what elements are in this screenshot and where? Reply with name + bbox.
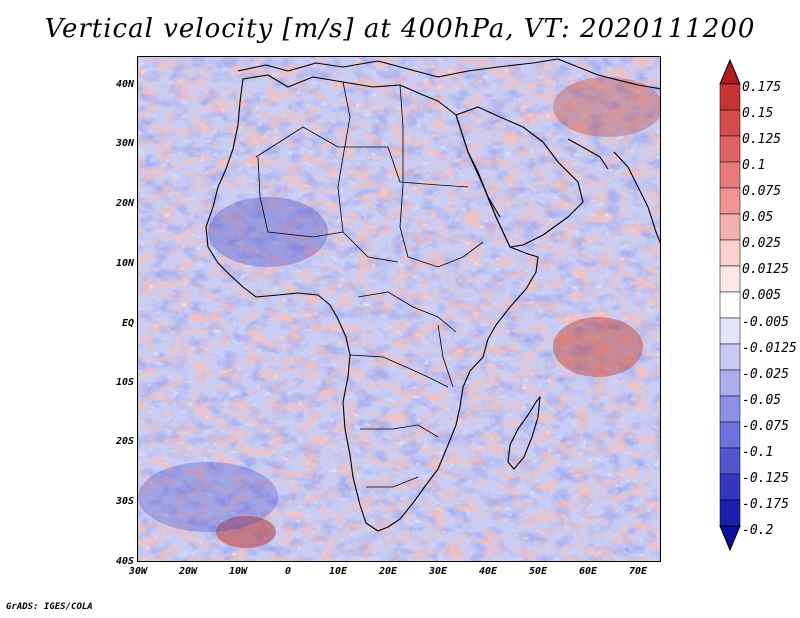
footer-credit: GrADS: IGES/COLA bbox=[6, 602, 93, 612]
strong-descent-south-atlantic bbox=[138, 462, 278, 532]
colorbar-segment bbox=[719, 135, 741, 163]
colorbar-label: 0.125 bbox=[742, 132, 782, 147]
strong-ascent-south-atlantic bbox=[216, 516, 276, 548]
border-line bbox=[437, 324, 454, 388]
colorbar-segment bbox=[719, 499, 741, 527]
colorbar-segment bbox=[719, 343, 741, 371]
colorbar-label: -0.2 bbox=[742, 523, 774, 538]
colorbar-label: -0.05 bbox=[742, 393, 782, 408]
plot-title: Vertical velocity [m/s] at 400hPa, VT: 2… bbox=[44, 14, 756, 44]
coastlines bbox=[205, 58, 660, 532]
lat-label: 40S bbox=[115, 556, 134, 567]
colorbar-segment bbox=[719, 239, 741, 267]
lat-label: 30S bbox=[115, 496, 134, 507]
colorbar-min-arrow bbox=[719, 525, 741, 552]
border-line bbox=[255, 126, 469, 188]
colorbar bbox=[719, 58, 741, 552]
lat-label: 10N bbox=[115, 258, 134, 269]
lat-label: 30N bbox=[115, 138, 134, 149]
map-plot bbox=[138, 57, 660, 561]
colorbar-segment bbox=[719, 395, 741, 423]
colorbar-segment bbox=[719, 369, 741, 397]
lon-label: 10E bbox=[328, 566, 348, 577]
madagascar-coastline bbox=[507, 396, 541, 470]
colorbar-label: 0.15 bbox=[742, 106, 774, 121]
border-line bbox=[257, 156, 399, 263]
colorbar-label: -0.175 bbox=[742, 497, 789, 512]
red-sea bbox=[467, 151, 501, 218]
colorbar-segment bbox=[719, 421, 741, 449]
border-line bbox=[349, 354, 449, 388]
colorbar-label: -0.075 bbox=[742, 419, 789, 434]
colorbar-label: 0.075 bbox=[742, 184, 782, 199]
colorbar-segment bbox=[719, 291, 741, 319]
lat-label: 40N bbox=[115, 79, 134, 90]
field-white-streaks bbox=[138, 57, 660, 561]
colorbar-segment bbox=[719, 83, 741, 111]
border-line bbox=[366, 476, 419, 488]
strong-ascent-middle-east bbox=[553, 77, 660, 137]
colorbar-segment bbox=[719, 161, 741, 189]
lat-label: 20N bbox=[115, 198, 134, 209]
colorbar-max-arrow bbox=[719, 58, 741, 85]
lon-label: 20W bbox=[178, 566, 198, 577]
colorbar-segment bbox=[719, 109, 741, 137]
map-frame bbox=[137, 56, 661, 562]
country-borders bbox=[255, 81, 484, 488]
lon-label: 40E bbox=[478, 566, 498, 577]
strong-ascent-indian-ocean bbox=[553, 317, 643, 377]
colorbar-segment bbox=[719, 213, 741, 241]
lon-label: 10W bbox=[228, 566, 248, 577]
colorbar-segment bbox=[719, 447, 741, 475]
colorbar-label: 0.175 bbox=[742, 80, 782, 95]
colorbar-label: 0.025 bbox=[742, 236, 782, 251]
lon-label: 70E bbox=[628, 566, 648, 577]
lon-label: 0 bbox=[284, 566, 292, 577]
lat-label: 20S bbox=[115, 436, 134, 447]
lon-label: 30E bbox=[428, 566, 448, 577]
lon-label: 50E bbox=[528, 566, 548, 577]
colorbar-segment bbox=[719, 187, 741, 215]
persian-gulf bbox=[567, 138, 609, 170]
india-coastline bbox=[613, 151, 660, 244]
border-line bbox=[357, 291, 457, 333]
colorbar-label: -0.005 bbox=[742, 315, 789, 330]
colorbar-segment bbox=[719, 473, 741, 501]
colorbar-label: -0.0125 bbox=[742, 341, 797, 356]
colorbar-label: 0.005 bbox=[742, 288, 782, 303]
colorbar-segment bbox=[719, 265, 741, 293]
border-line bbox=[399, 84, 484, 268]
colorbar-label: 0.1 bbox=[742, 158, 766, 173]
colorbar-label: 0.0125 bbox=[742, 262, 789, 277]
lon-label: 30W bbox=[128, 566, 148, 577]
lon-label: 60E bbox=[578, 566, 598, 577]
lat-label: 10S bbox=[115, 377, 134, 388]
lat-label: EQ bbox=[121, 318, 134, 329]
colorbar-label: -0.025 bbox=[742, 367, 789, 382]
colorbar-label: -0.125 bbox=[742, 471, 789, 486]
border-line bbox=[337, 81, 351, 233]
border-line bbox=[360, 424, 439, 438]
colorbar-label: 0.05 bbox=[742, 210, 774, 225]
lon-label: 20E bbox=[378, 566, 398, 577]
colorbar-label: -0.1 bbox=[742, 445, 774, 460]
europe-coastline bbox=[237, 58, 660, 90]
colorbar-segment bbox=[719, 317, 741, 345]
arabia-coastline bbox=[455, 106, 584, 248]
